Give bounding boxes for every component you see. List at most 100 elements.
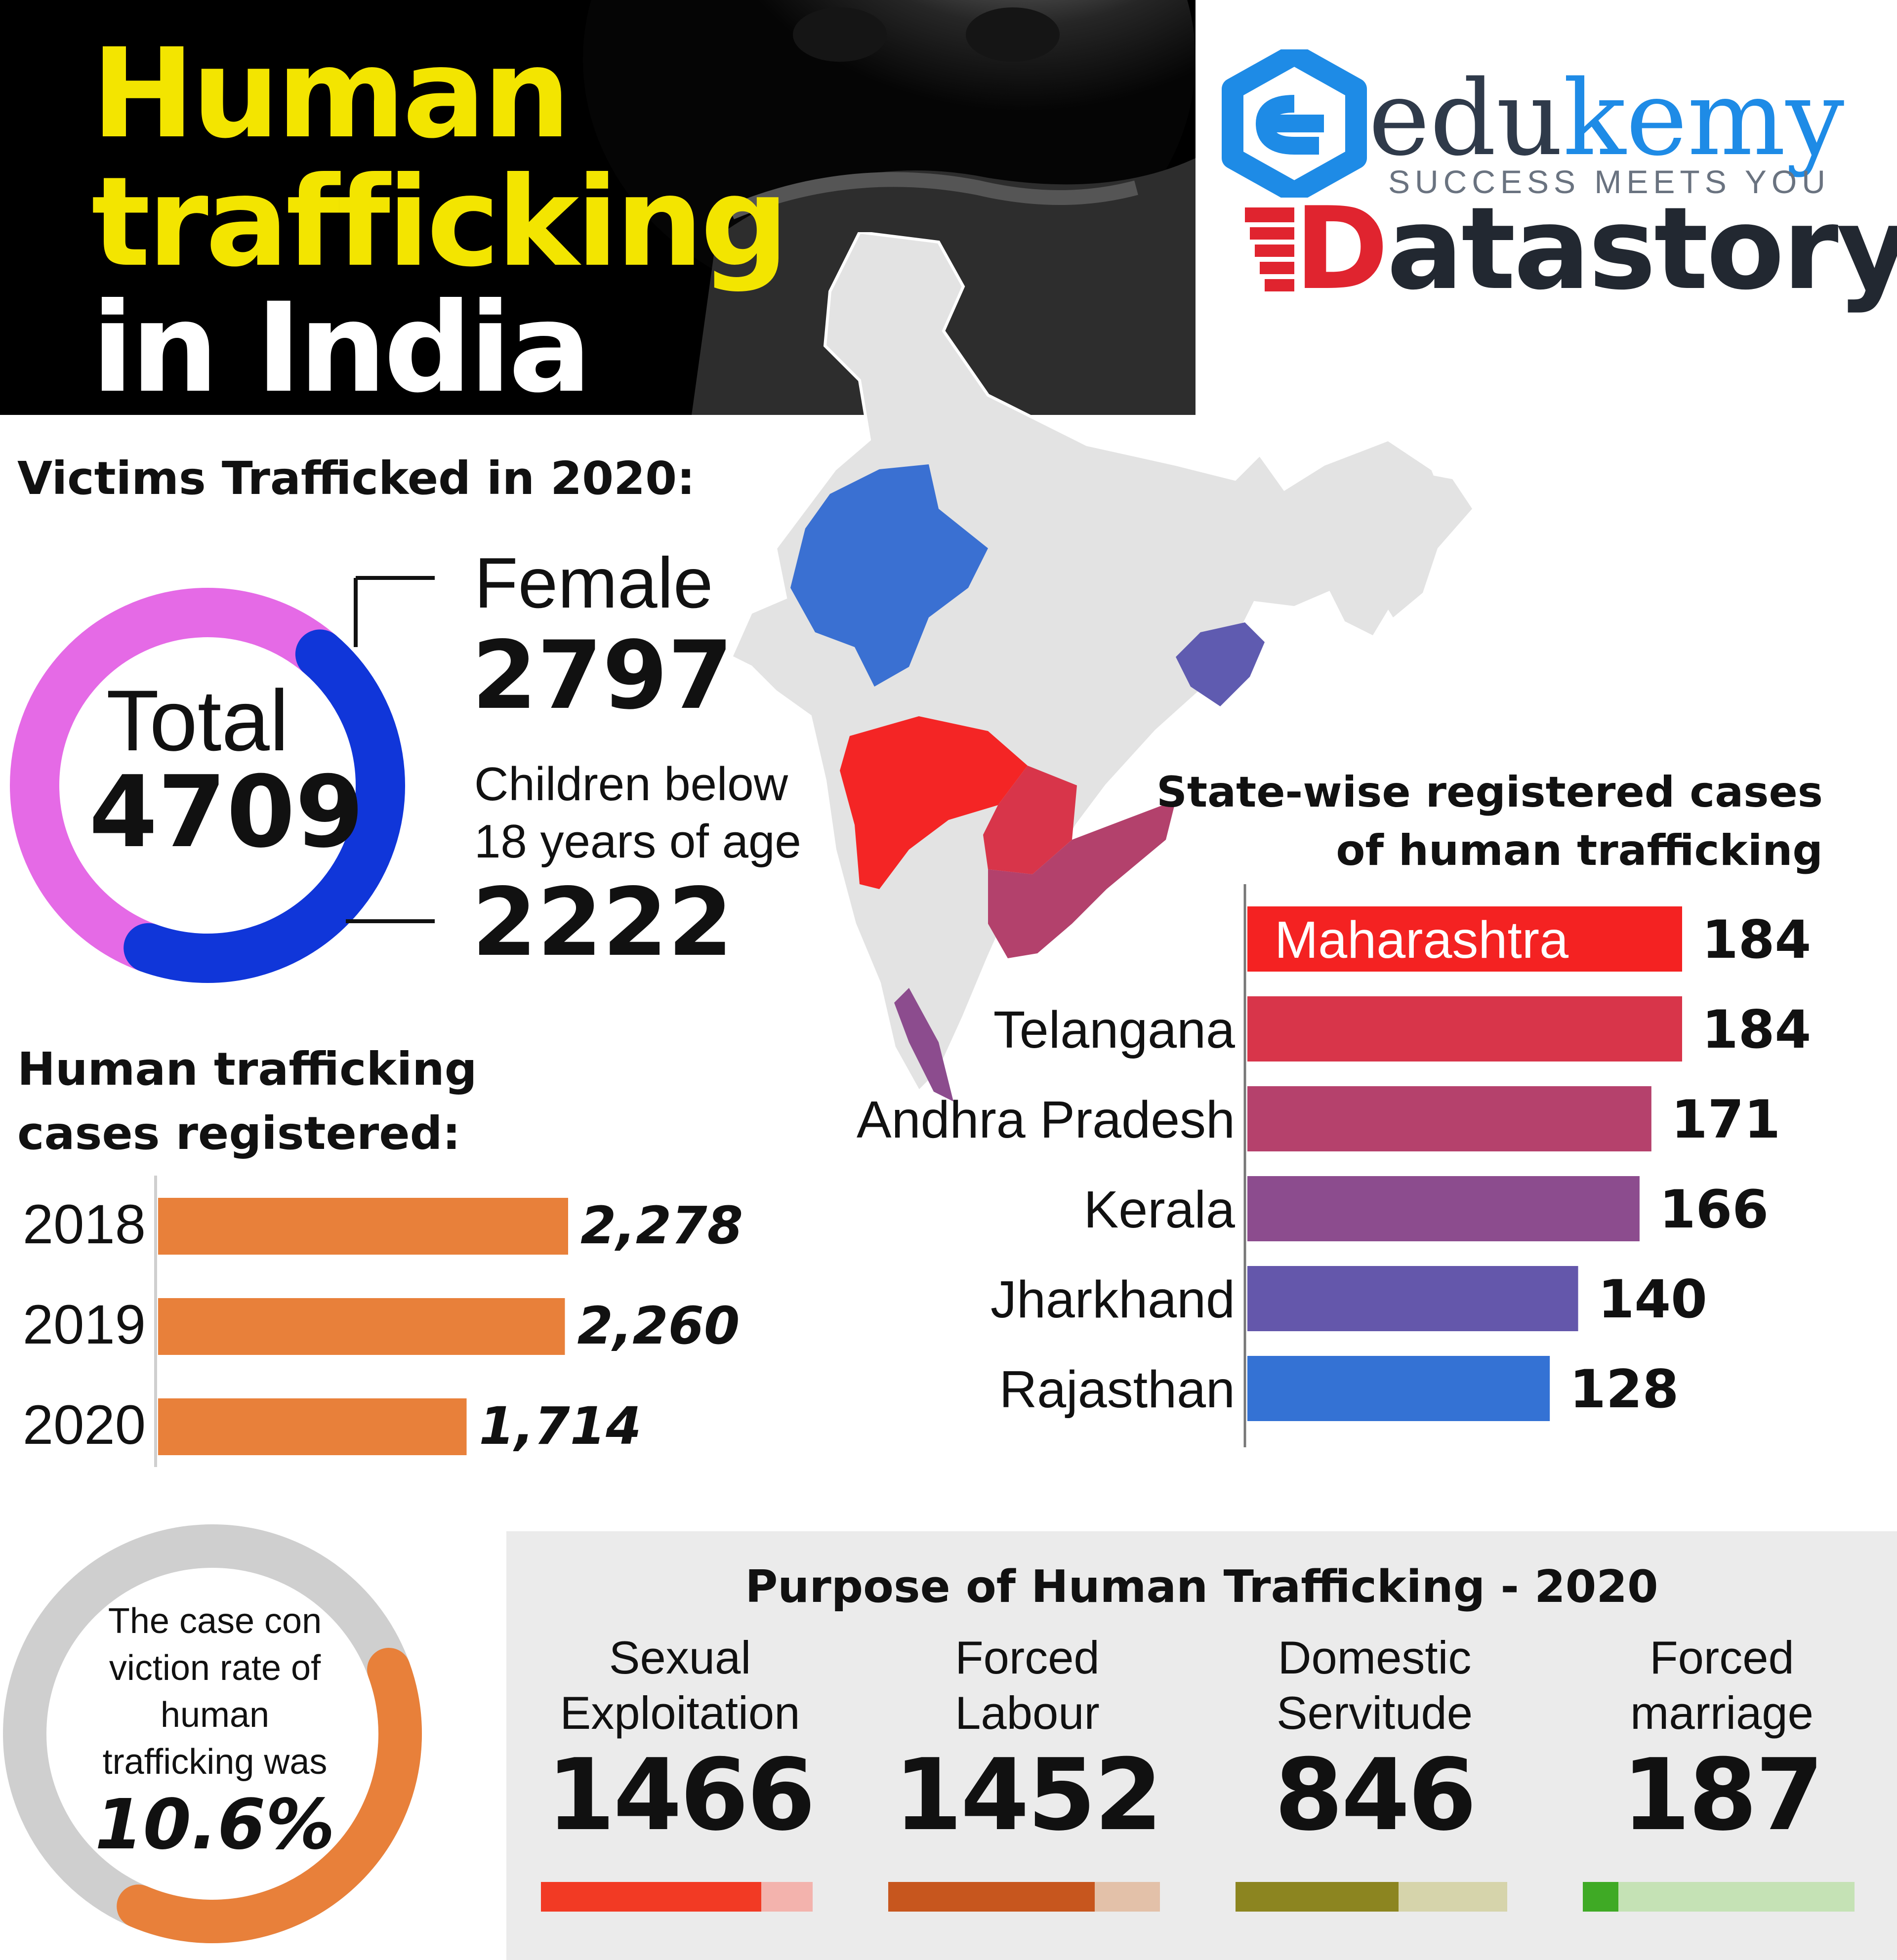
purpose-value: 846 bbox=[1274, 1738, 1477, 1853]
conviction-text-line-4: trafficking was bbox=[102, 1742, 328, 1782]
cases-year-label: 2020 bbox=[23, 1394, 146, 1456]
cases-heading-line-1: Human trafficking bbox=[17, 1043, 477, 1096]
children-label-line-2: 18 years of age bbox=[474, 815, 801, 868]
states-heading-line-1: State-wise registered cases bbox=[1156, 768, 1823, 817]
purpose-label: Sexual Exploitation bbox=[506, 1630, 854, 1741]
purpose-bar-track bbox=[888, 1882, 1160, 1912]
state-value-label: 166 bbox=[1659, 1179, 1769, 1240]
purpose-label: Forced Labour bbox=[854, 1630, 1201, 1741]
purpose-value: 1466 bbox=[546, 1738, 816, 1853]
state-bar-andhra-pradesh bbox=[1247, 1086, 1651, 1151]
state-bar-telangana bbox=[1247, 996, 1682, 1062]
conviction-text-line-1: The case con bbox=[108, 1601, 322, 1641]
purpose-bar-fill bbox=[888, 1882, 1095, 1912]
purpose-label-line-1: Domestic bbox=[1278, 1632, 1472, 1683]
state-bar-jharkhand bbox=[1247, 1266, 1578, 1331]
purpose-item: Forced Labour 1452 bbox=[854, 1630, 1201, 1946]
maharashtra-region bbox=[840, 716, 1028, 889]
jharkhand-region bbox=[1176, 622, 1265, 706]
total-value: 4709 bbox=[89, 755, 364, 870]
cases-heading: Human trafficking cases registered: bbox=[17, 1037, 477, 1166]
purpose-label-line-2: marriage bbox=[1630, 1687, 1814, 1739]
conviction-text-line-2: viction rate of bbox=[109, 1648, 321, 1688]
conviction-ring bbox=[3, 1524, 422, 1943]
state-value-label: 140 bbox=[1598, 1269, 1707, 1330]
eye-left bbox=[793, 7, 887, 62]
victims-donut bbox=[10, 576, 435, 983]
northeast-region bbox=[1299, 464, 1472, 617]
cases-value-label: 2,278 bbox=[580, 1195, 743, 1256]
states-heading-line-2: of human trafficking bbox=[1336, 826, 1823, 875]
india-outline bbox=[731, 232, 1454, 1094]
purpose-heading: Purpose of Human Trafficking - 2020 bbox=[745, 1561, 1658, 1613]
children-label-line-1: Children below bbox=[474, 758, 788, 811]
state-label: Andhra Pradesh bbox=[857, 1091, 1235, 1149]
purpose-bar-fill bbox=[1583, 1882, 1618, 1912]
conviction-ring-arc bbox=[3, 1524, 422, 1943]
purpose-label-line-2: Exploitation bbox=[560, 1687, 800, 1739]
purpose-label: Forced marriage bbox=[1548, 1630, 1896, 1741]
state-value-label: 128 bbox=[1569, 1359, 1679, 1420]
female-label: Female bbox=[474, 543, 713, 623]
andhra-region bbox=[988, 800, 1176, 958]
datastory-initial: D bbox=[1294, 183, 1389, 315]
state-label: Rajasthan bbox=[999, 1360, 1235, 1419]
state-bar-rajasthan bbox=[1247, 1356, 1550, 1421]
edukemy-wordmark-edu: edu bbox=[1368, 58, 1563, 179]
states-heading: State-wise registered cases of human tra… bbox=[1136, 763, 1823, 880]
cases-value-label: 2,260 bbox=[577, 1296, 740, 1356]
purpose-item: Sexual Exploitation 1466 bbox=[506, 1630, 854, 1946]
edukemy-hexagon-icon bbox=[1222, 49, 1367, 198]
purpose-value: 1452 bbox=[894, 1738, 1163, 1853]
eye-right bbox=[966, 7, 1060, 62]
telangana-region bbox=[983, 766, 1077, 874]
edukemy-wordmark-kemy: kemy bbox=[1563, 58, 1845, 179]
title-line-2: trafficking bbox=[91, 150, 789, 294]
edukemy-wordmark: edukemy bbox=[1368, 64, 1844, 173]
conviction-text-line-3: human bbox=[160, 1695, 270, 1735]
cases-year-label: 2019 bbox=[23, 1294, 146, 1355]
state-label: Maharashtra bbox=[1275, 911, 1568, 969]
kerala-region bbox=[894, 988, 953, 1102]
header-banner: Human trafficking in India bbox=[0, 0, 1196, 415]
states-bar-chart: Maharashtra 184 Telangana 184 Andhra Pradesh… bbox=[857, 884, 1811, 1447]
purpose-item: Domestic Servitude 846 bbox=[1201, 1630, 1548, 1946]
cases-year-label: 2018 bbox=[23, 1193, 146, 1255]
purpose-label-line-2: Servitude bbox=[1276, 1687, 1473, 1739]
cases-bar-2020 bbox=[158, 1398, 467, 1455]
victims-heading: Victims Trafficked in 2020: bbox=[17, 452, 695, 505]
header-photo bbox=[0, 0, 1196, 415]
state-label: Kerala bbox=[1084, 1181, 1235, 1239]
cases-bar-2019 bbox=[158, 1298, 565, 1355]
brand-logo: edukemy SUCCESS MEETS YOU Datastory bbox=[1220, 30, 1897, 309]
datastory-rest: atastory bbox=[1386, 183, 1897, 315]
purpose-bar-fill bbox=[1236, 1882, 1399, 1912]
title-line-1: Human bbox=[91, 22, 571, 165]
cases-heading-line-2: cases registered: bbox=[17, 1107, 461, 1160]
conviction-text: The case con viction rate of human traff… bbox=[74, 1598, 356, 1786]
purpose-bar-track bbox=[1236, 1882, 1507, 1912]
purpose-label-line-2: Labour bbox=[955, 1687, 1100, 1739]
datastory-wordmark: Datastory bbox=[1294, 190, 1897, 309]
purpose-bar-fill bbox=[541, 1882, 761, 1912]
conviction-value: 10.6% bbox=[95, 1785, 335, 1865]
purpose-bar-track bbox=[541, 1882, 813, 1912]
state-value-label: 171 bbox=[1671, 1089, 1780, 1150]
book-pages-icon bbox=[1245, 207, 1294, 291]
state-value-label: 184 bbox=[1702, 909, 1811, 970]
state-label: Jharkhand bbox=[990, 1270, 1235, 1329]
purpose-label: Domestic Servitude bbox=[1201, 1630, 1548, 1741]
state-bar-maharashtra bbox=[1247, 906, 1682, 972]
children-value: 2222 bbox=[472, 868, 733, 977]
purpose-label-line-1: Forced bbox=[1650, 1632, 1794, 1683]
children-label: Children below 18 years of age bbox=[474, 756, 801, 870]
purpose-value: 187 bbox=[1621, 1738, 1824, 1853]
total-label: Total bbox=[106, 673, 289, 769]
rajasthan-region bbox=[790, 464, 988, 687]
cases-bar-2018 bbox=[158, 1198, 568, 1255]
female-value: 2797 bbox=[472, 621, 733, 730]
purpose-bar-track bbox=[1583, 1882, 1855, 1912]
purpose-item: Forced marriage 187 bbox=[1548, 1630, 1896, 1946]
purpose-label-line-1: Forced bbox=[955, 1632, 1100, 1683]
state-label: Telangana bbox=[993, 1001, 1235, 1059]
